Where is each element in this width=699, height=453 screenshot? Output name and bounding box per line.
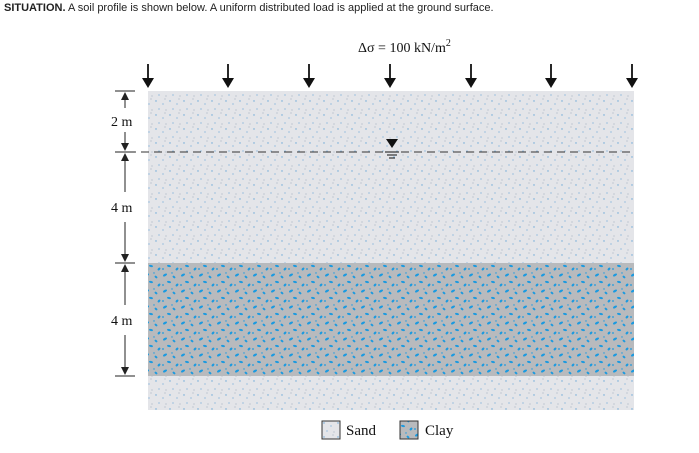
dim-arrow-up <box>121 92 129 100</box>
situation-description: A soil profile is shown below. A uniform… <box>67 2 494 14</box>
situation-text: SITUATION. A soil profile is shown below… <box>4 2 494 14</box>
load-arrow-head <box>545 78 557 88</box>
load-arrow-head <box>303 78 315 88</box>
load-arrow-head <box>222 78 234 88</box>
legend-swatch-sand <box>321 420 341 440</box>
legend-label-clay: Clay <box>425 423 454 439</box>
load-arrow-head <box>384 78 396 88</box>
dim-arrow-down <box>121 143 129 151</box>
load-arrow-head <box>465 78 477 88</box>
load-arrows <box>142 64 638 88</box>
dim-label-2: 4 m <box>111 201 133 216</box>
situation-label: SITUATION. <box>4 2 66 14</box>
dim-arrow-up <box>121 264 129 272</box>
sand-layer-upper <box>148 91 634 263</box>
legend-swatch-clay <box>399 420 419 440</box>
legend-label-sand: Sand <box>346 423 377 439</box>
water-table-icon <box>385 139 399 159</box>
dim-arrow-up <box>121 153 129 161</box>
dim-arrow-down <box>121 254 129 262</box>
dim-label-3: 4 m <box>111 314 133 329</box>
load-label: Δσ = 100 kN/m2 <box>358 38 451 56</box>
legend: Sand Clay <box>321 420 454 440</box>
sand-layer-lower <box>148 376 634 410</box>
clay-layer <box>148 263 634 376</box>
load-arrow-head <box>626 78 638 88</box>
dim-arrow-down <box>121 367 129 375</box>
dimension-lines <box>115 90 135 377</box>
load-arrow-head <box>142 78 154 88</box>
dim-label-1: 2 m <box>111 115 133 130</box>
